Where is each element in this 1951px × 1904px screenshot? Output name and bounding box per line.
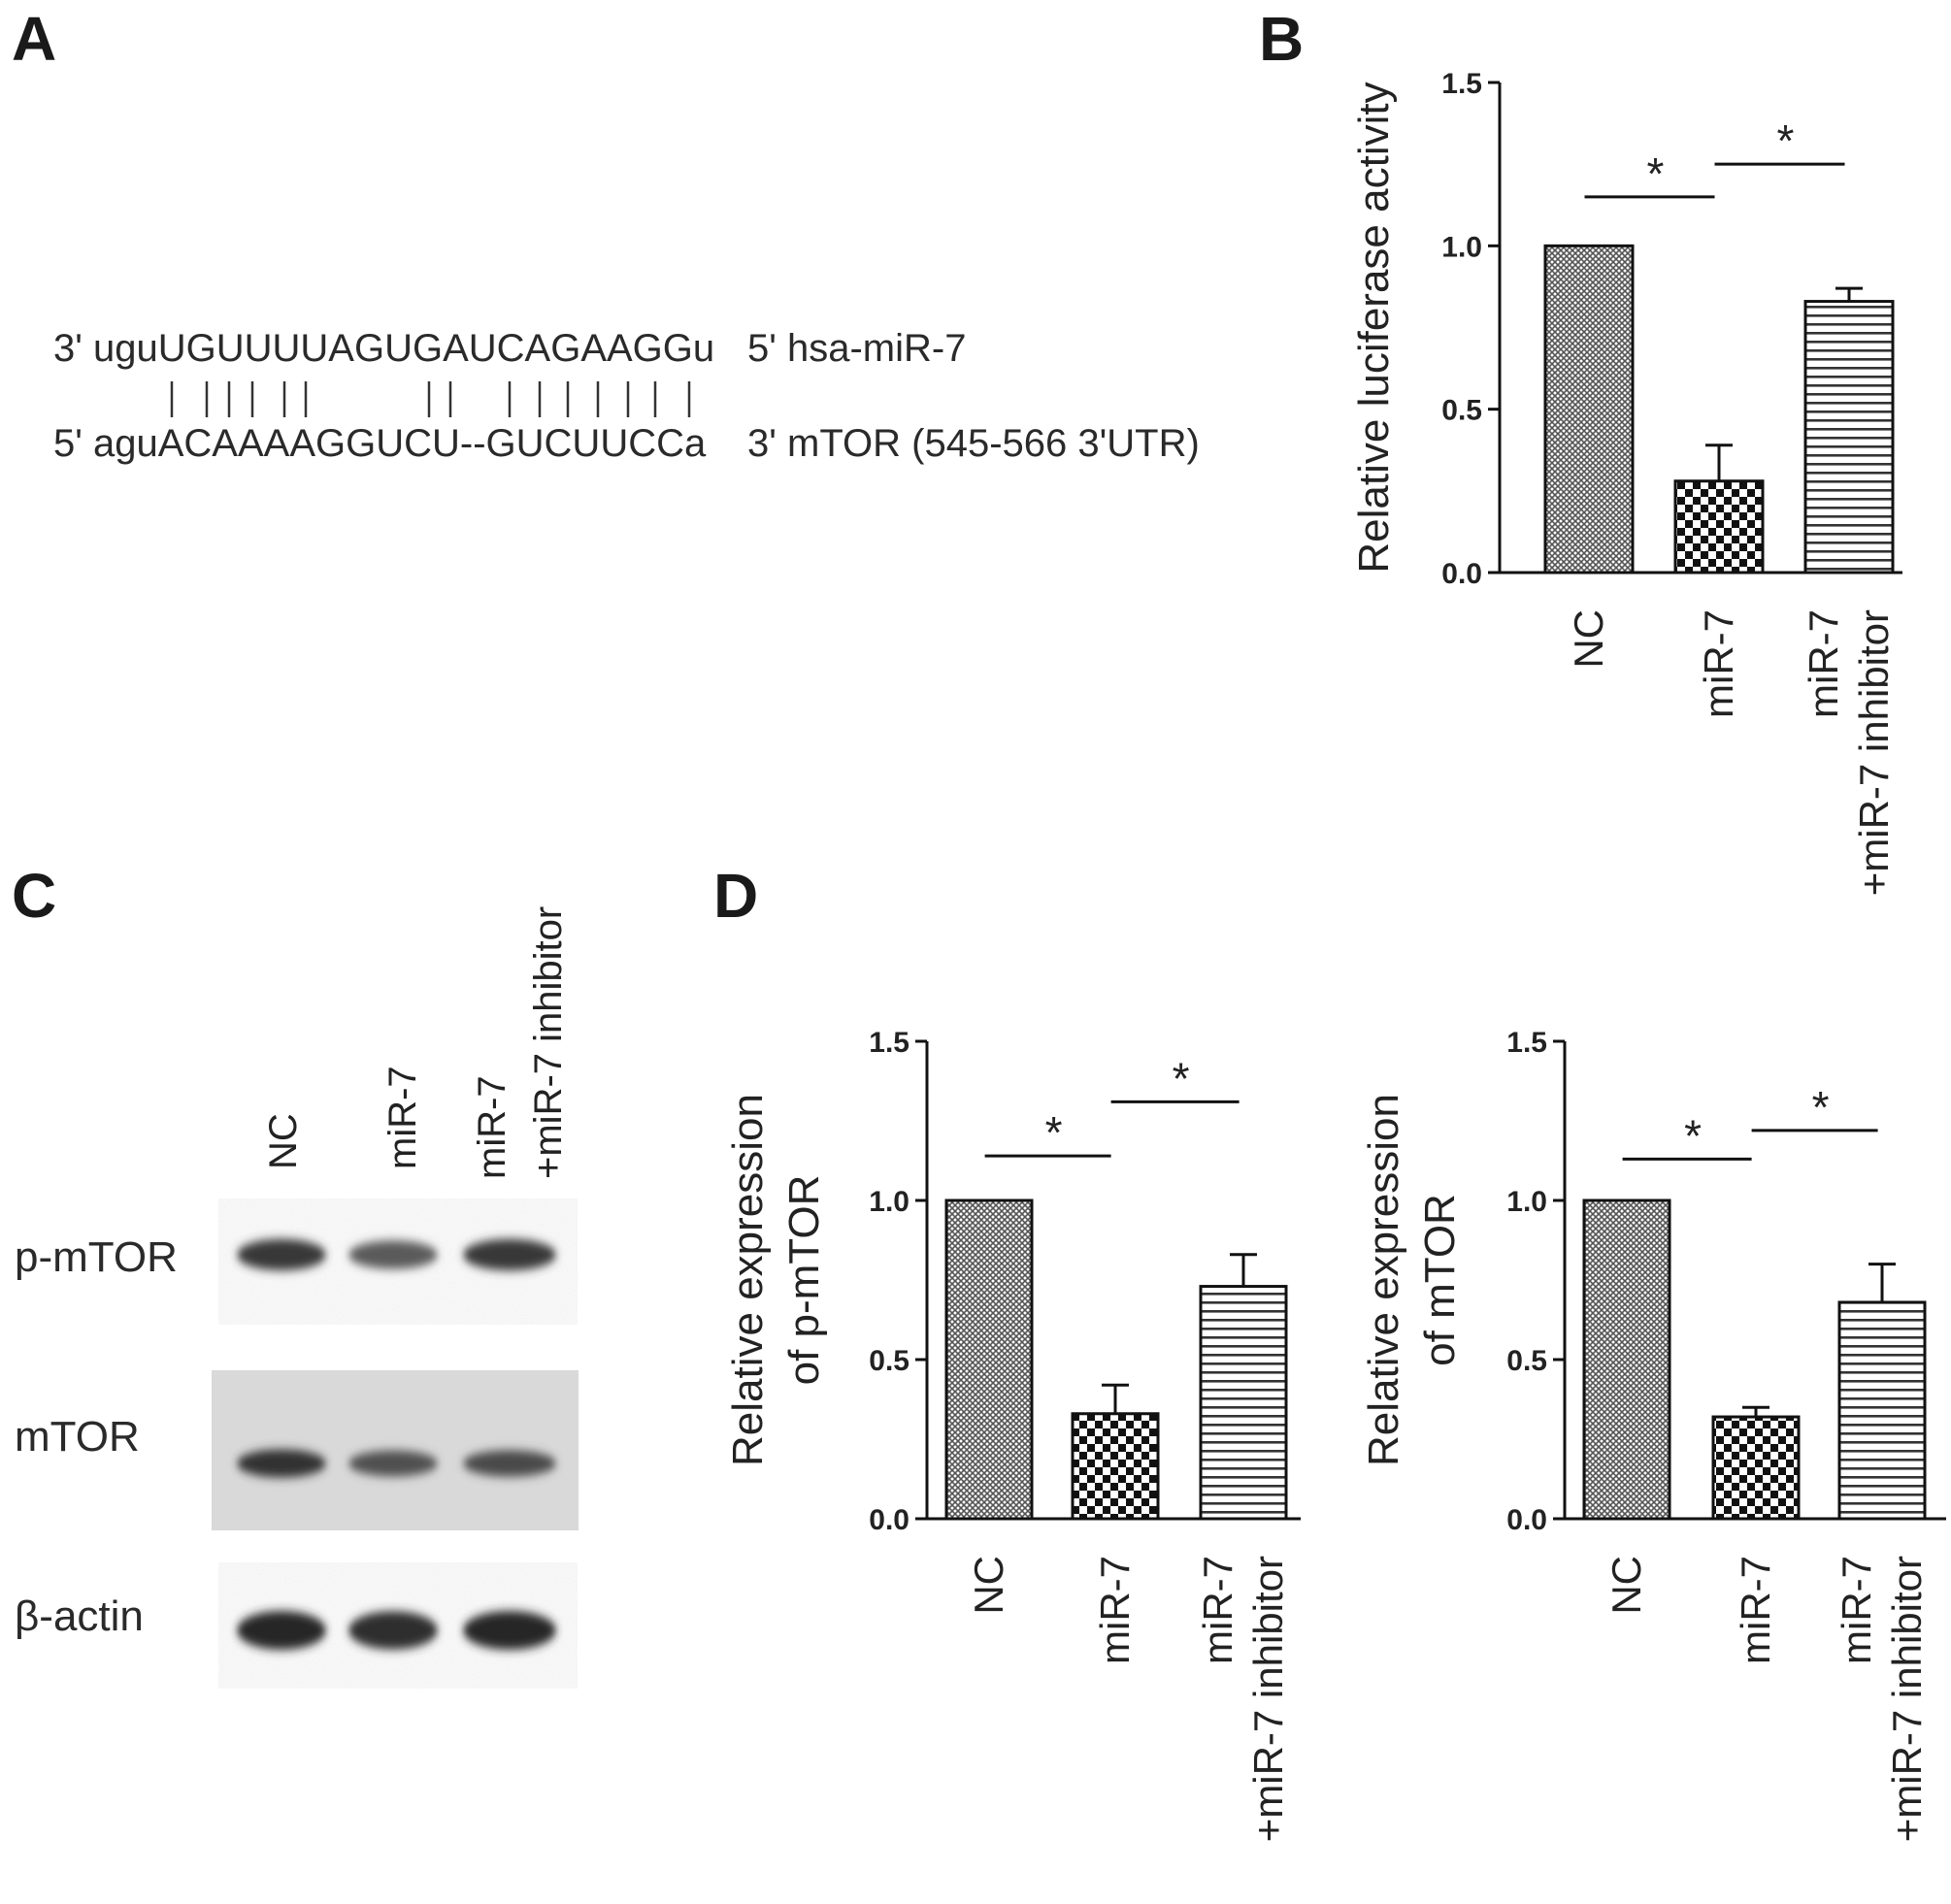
y-tick-label: 0.0: [869, 1504, 909, 1536]
x-category-label: miR-7: [1696, 609, 1741, 718]
y-tick-label: 1.0: [1506, 1186, 1547, 1218]
y-axis-label: of p-mTOR: [780, 1175, 828, 1386]
panel-letter-a: A: [12, 4, 56, 74]
blot-band-actin-3: [463, 1611, 556, 1650]
lane-label-mir7-combo-2: +miR-7 inhibitor: [527, 906, 570, 1179]
target-sequence: 5' aguACAAAAGGUCU--GUCUUCCa: [53, 422, 707, 465]
bar-1: [1543, 244, 1635, 574]
blot-band-pmtor-1: [237, 1238, 326, 1271]
bar-2: [1071, 1412, 1160, 1521]
row-label-p-mtor: p-mTOR: [15, 1233, 178, 1281]
chart-d-left: 0.0 0.5 1.0 1.5 Relative expression of p-mTOR…: [724, 1027, 1301, 1842]
y-tick-label: 1.5: [869, 1027, 909, 1059]
x-category-label: +miR-7 inhibitor: [1245, 1556, 1291, 1842]
significance-marker: *: [1647, 148, 1665, 199]
x-category-label: miR-7: [1733, 1556, 1778, 1664]
blot-band-mtor-2: [348, 1450, 438, 1477]
blot-band-actin-1: [237, 1611, 326, 1650]
y-tick-label: 1.5: [1441, 68, 1482, 100]
target-label: 3' mTOR (545-566 3'UTR): [747, 422, 1200, 465]
y-tick-label: 0.5: [1441, 395, 1482, 427]
chart-b: 0.0 0.5 1.0 1.5 Relative luciferase activity…: [1350, 68, 1902, 896]
x-category-label: +miR-7 inhibitor: [1851, 609, 1897, 896]
lane-label-mir7: miR-7: [381, 1066, 424, 1169]
x-category-label: +miR-7 inhibitor: [1884, 1556, 1930, 1842]
y-tick-label: 1.0: [869, 1186, 909, 1218]
y-tick-label: 0.5: [869, 1345, 909, 1377]
panel-letter-b: B: [1259, 4, 1304, 74]
y-axis-label: Relative luciferase activity: [1350, 82, 1398, 573]
blot-band-mtor-3: [463, 1450, 556, 1477]
row-label-beta-actin: β-actin: [15, 1592, 144, 1640]
significance-marker: *: [1684, 1110, 1702, 1161]
y-tick-label: 0.0: [1506, 1504, 1547, 1536]
significance-marker: *: [1812, 1082, 1830, 1133]
y-axis-label: Relative expression: [724, 1094, 772, 1466]
x-category-label: miR-7: [1195, 1556, 1240, 1664]
significance-marker: *: [1777, 115, 1795, 166]
lane-label-nc: NC: [262, 1113, 305, 1169]
x-category-label: miR-7: [1801, 609, 1846, 718]
blot-band-actin-2: [348, 1611, 438, 1650]
y-tick-label: 1.5: [1506, 1027, 1547, 1059]
x-category-label: miR-7: [1834, 1556, 1879, 1664]
y-axis-label: of mTOR: [1416, 1194, 1464, 1366]
lane-label-mir7-combo-1: miR-7: [471, 1075, 513, 1179]
blot-band-mtor-1: [237, 1449, 326, 1478]
y-tick-label: 1.0: [1441, 231, 1482, 263]
bar-3: [1199, 1285, 1288, 1521]
blot-band-pmtor-2: [348, 1240, 438, 1269]
significance-marker: *: [1173, 1053, 1190, 1103]
x-category-label: NC: [1604, 1556, 1649, 1615]
bar-3: [1803, 300, 1895, 574]
bar-2: [1673, 479, 1765, 574]
significance-marker: *: [1045, 1107, 1063, 1158]
bar-3: [1837, 1300, 1927, 1521]
panel-letter-c: C: [12, 861, 56, 931]
chart-d-right: 0.0 0.5 1.0 1.5 Relative expression of mTOR NC…: [1360, 1027, 1946, 1842]
panel-letter-d: D: [713, 861, 758, 931]
bar-2: [1711, 1415, 1801, 1521]
bar-1: [944, 1198, 1034, 1521]
mirna-label: 5' hsa-miR-7: [747, 327, 966, 370]
row-label-mtor: mTOR: [15, 1413, 140, 1461]
bar-1: [1582, 1198, 1671, 1521]
y-tick-label: 0.0: [1441, 558, 1482, 590]
y-tick-label: 0.5: [1506, 1345, 1547, 1377]
blot-band-pmtor-3: [463, 1238, 556, 1271]
x-category-label: miR-7: [1092, 1556, 1138, 1664]
western-blot: NC miR-7 miR-7 +miR-7 inhibitor p-mTOR m…: [15, 906, 579, 1689]
mirna-sequence: 3' uguUGUUUUAGUGAUCAGAAGGu: [53, 327, 714, 370]
x-category-label: NC: [966, 1556, 1011, 1615]
x-category-label: NC: [1566, 609, 1611, 669]
y-axis-label: Relative expression: [1360, 1094, 1407, 1466]
base-pairing-lines: [170, 381, 691, 417]
